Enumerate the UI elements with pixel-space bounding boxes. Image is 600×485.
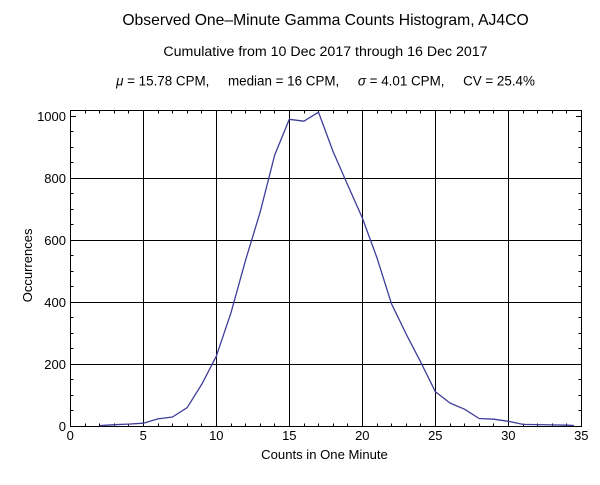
svg-text:20: 20 xyxy=(355,428,369,443)
svg-text:800: 800 xyxy=(44,171,66,186)
svg-text:200: 200 xyxy=(44,357,66,372)
svg-text:Counts in One Minute: Counts in One Minute xyxy=(261,447,388,462)
svg-text:30: 30 xyxy=(501,428,515,443)
svg-text:0: 0 xyxy=(67,428,74,443)
svg-text:μ = 15.78 CPM, median = 16: μ = 15.78 CPM, median = 16 CPM, σ = 4.01… xyxy=(115,74,535,89)
svg-text:10: 10 xyxy=(209,428,223,443)
svg-text:Observed One–Minute Gamma Coun: Observed One–Minute Gamma Counts Histogr… xyxy=(122,12,528,29)
svg-text:600: 600 xyxy=(44,233,66,248)
svg-text:Occurrences: Occurrences xyxy=(20,228,35,302)
svg-text:400: 400 xyxy=(44,295,66,310)
svg-text:1000: 1000 xyxy=(37,109,66,124)
svg-text:35: 35 xyxy=(574,428,588,443)
svg-text:5: 5 xyxy=(140,428,147,443)
svg-text:Cumulative from 10 Dec 2017 th: Cumulative from 10 Dec 2017 through 16 D… xyxy=(163,44,487,60)
svg-text:15: 15 xyxy=(282,428,296,443)
svg-text:25: 25 xyxy=(428,428,442,443)
svg-text:0: 0 xyxy=(59,419,66,434)
